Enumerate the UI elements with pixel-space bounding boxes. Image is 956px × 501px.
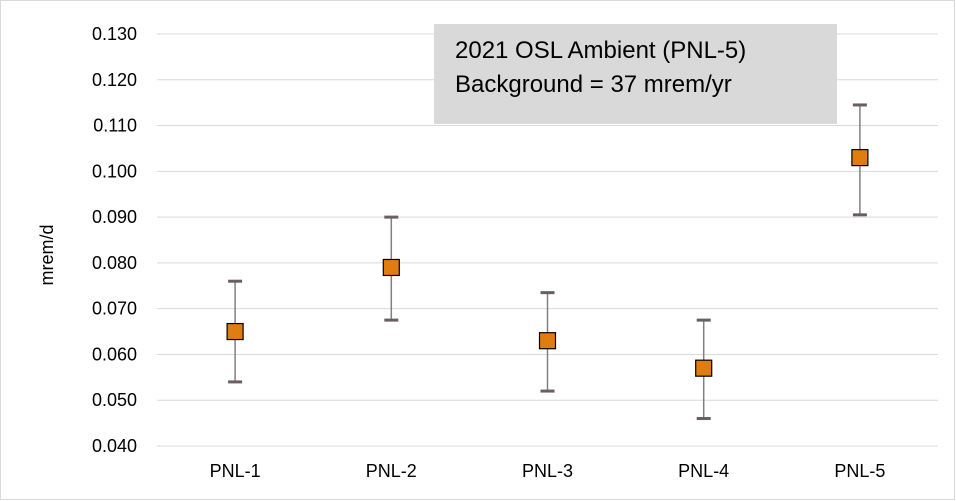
x-tick-labels: PNL-1 PNL-2 PNL-3 PNL-4 PNL-5 <box>210 461 886 481</box>
y-tick-label: 0.110 <box>93 116 137 136</box>
y-tick-label: 0.130 <box>92 24 137 44</box>
y-tick-label: 0.120 <box>92 70 137 90</box>
y-tick-label: 0.050 <box>92 390 137 410</box>
data-point <box>695 359 713 377</box>
annotation-box: 2021 OSL Ambient (PNL-5) Background = 37… <box>434 24 837 124</box>
error-bars <box>228 103 867 421</box>
data-markers <box>226 149 869 377</box>
x-tick-label: PNL-4 <box>678 461 729 481</box>
annotation-background <box>434 24 837 124</box>
y-tick-label: 0.100 <box>92 161 137 181</box>
y-tick-label: 0.070 <box>92 299 137 319</box>
x-tick-label: PNL-3 <box>522 461 573 481</box>
x-tick-label: PNL-5 <box>834 461 885 481</box>
annotation-line-1: 2021 OSL Ambient (PNL-5) <box>455 37 746 64</box>
data-point <box>382 258 400 277</box>
y-tick-labels: 0.040 0.050 0.060 0.070 0.080 0.090 0.100 0.110… <box>92 24 137 456</box>
data-point <box>226 322 244 341</box>
x-tick-label: PNL-1 <box>210 461 261 481</box>
data-point <box>851 149 869 167</box>
y-axis-title: mrem/d <box>37 224 57 285</box>
y-tick-label: 0.060 <box>92 344 137 364</box>
y-tick-label: 0.090 <box>92 207 137 227</box>
data-point <box>538 332 557 350</box>
y-tick-label: 0.080 <box>92 253 137 273</box>
annotation-line-2: Background = 37 mrem/yr <box>455 71 732 98</box>
y-tick-label: 0.040 <box>92 436 137 456</box>
x-tick-label: PNL-2 <box>366 461 417 481</box>
